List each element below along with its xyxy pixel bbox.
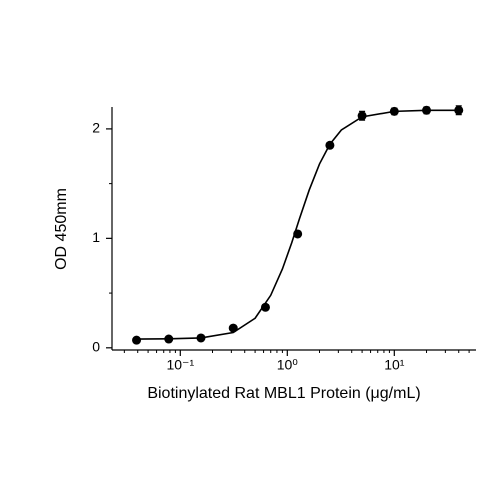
data-point bbox=[389, 106, 399, 116]
data-point bbox=[228, 323, 238, 333]
y-axis-label: OD 450mm bbox=[53, 188, 70, 270]
y-tick-label: 2 bbox=[92, 120, 100, 136]
data-point bbox=[164, 334, 174, 344]
x-tick-label: 10⁻¹ bbox=[166, 357, 194, 373]
data-point bbox=[196, 333, 206, 343]
fit-curve bbox=[136, 109, 459, 340]
data-point bbox=[325, 140, 335, 150]
data-point bbox=[422, 105, 432, 115]
x-tick-label: 10⁰ bbox=[277, 357, 299, 373]
data-point bbox=[357, 111, 367, 121]
data-point bbox=[260, 302, 270, 312]
data-point bbox=[132, 335, 142, 345]
x-tick-label: 10¹ bbox=[384, 357, 405, 373]
y-tick-label: 0 bbox=[92, 339, 100, 355]
x-axis-label: Biotinylated Rat MBL1 Protein (μg/mL) bbox=[147, 385, 420, 402]
y-tick-label: 1 bbox=[92, 229, 100, 245]
data-point bbox=[293, 229, 303, 239]
data-point bbox=[454, 105, 464, 115]
